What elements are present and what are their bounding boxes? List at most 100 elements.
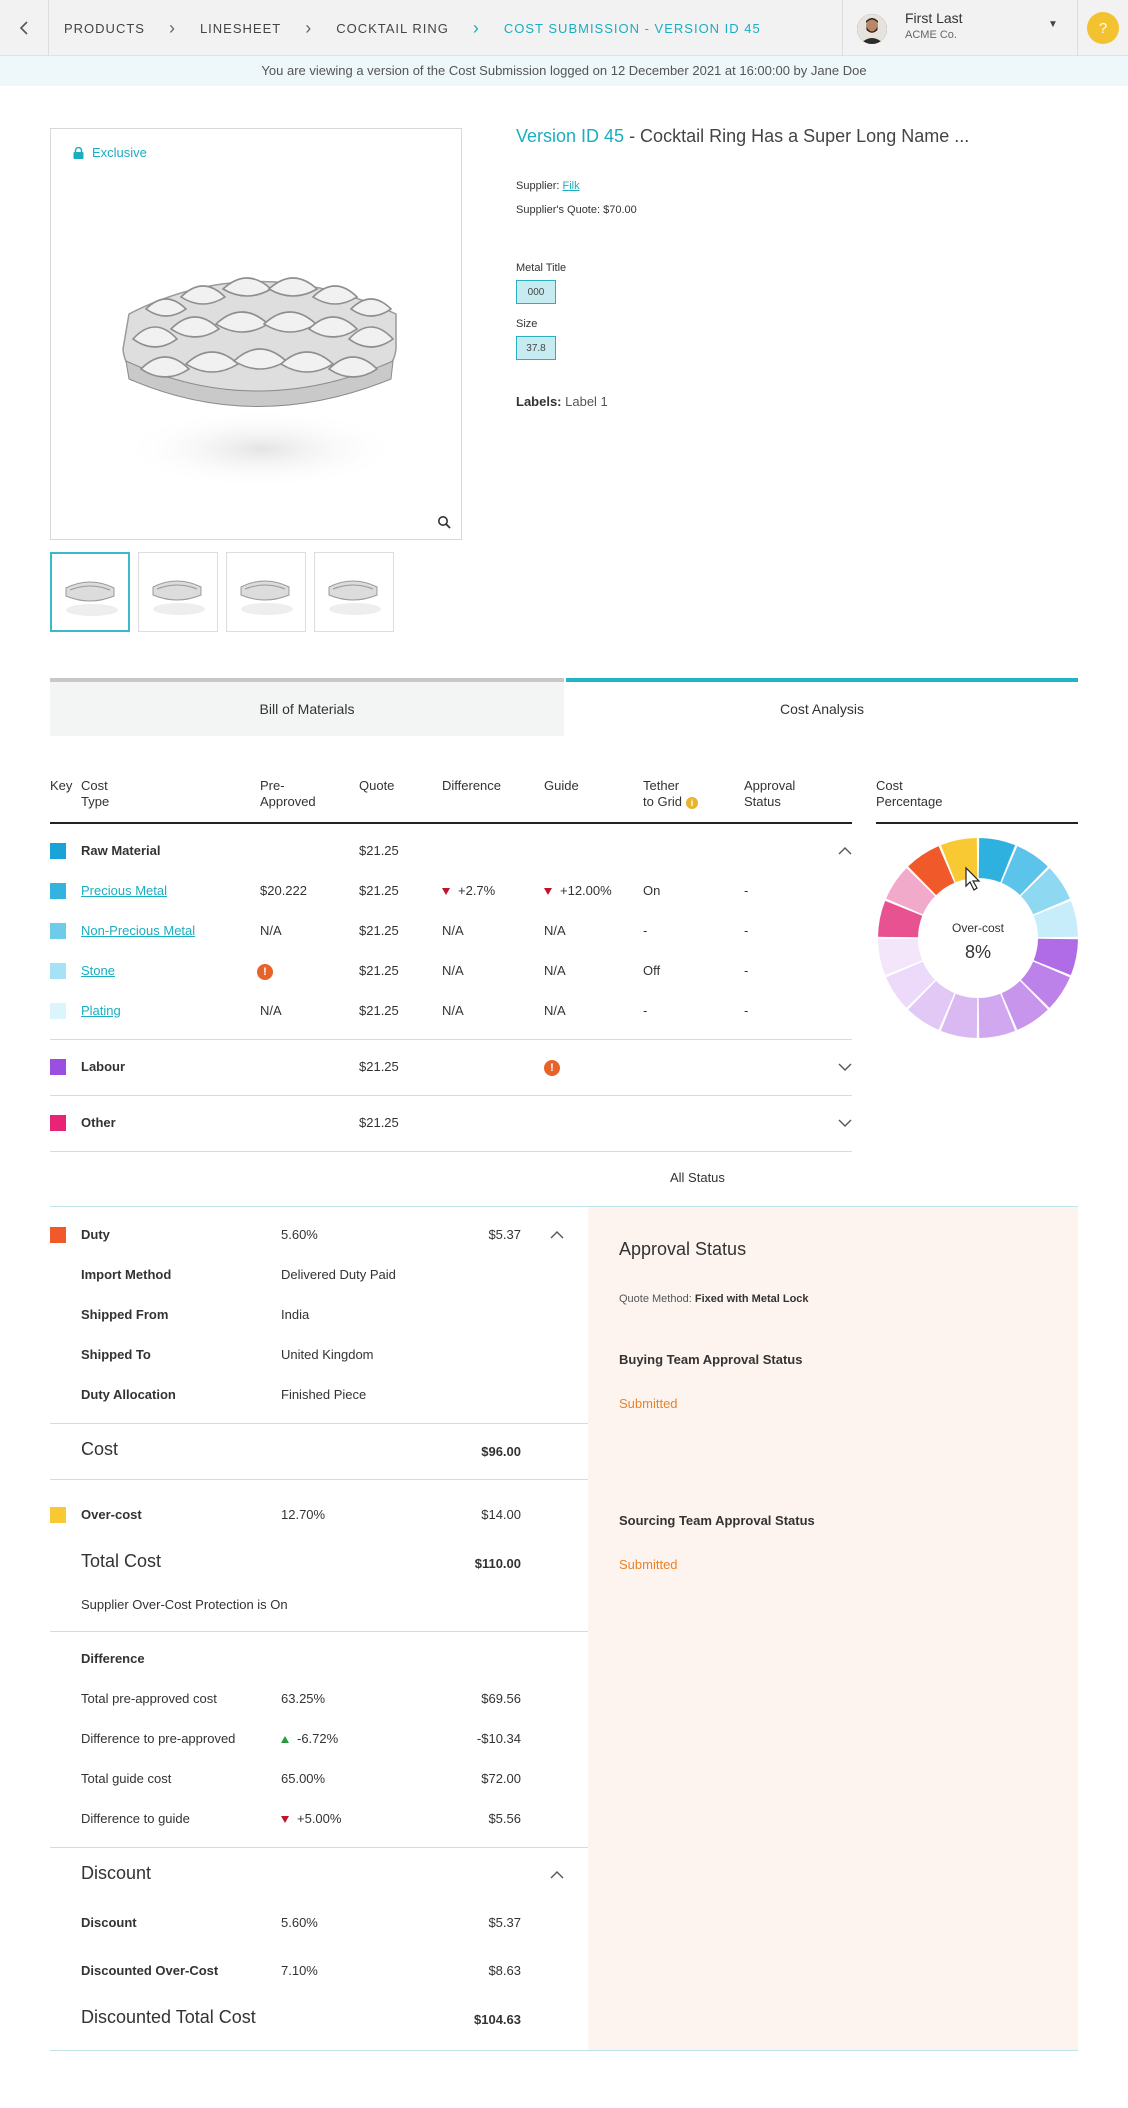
trend-down-icon <box>442 888 450 896</box>
donut-slice[interactable] <box>886 868 936 915</box>
discount-title: Discount <box>81 1863 152 1883</box>
stone-tether: Off <box>643 963 661 978</box>
over-cost-protection-note: Supplier Over-Cost Protection is On <box>81 1597 288 1612</box>
header-guide: Guide <box>544 778 579 793</box>
row-link-stone[interactable]: Stone <box>81 963 115 978</box>
key-swatch-precious-metal <box>50 883 66 899</box>
cost-value: $96.00 <box>481 1444 521 1459</box>
difference-row-percent-value: -6.72% <box>297 1731 339 1746</box>
header-cost-percentage: Cost Percentage <box>876 778 943 810</box>
row-link-plating[interactable]: Plating <box>81 1003 121 1018</box>
warning-icon[interactable]: ! <box>257 964 273 980</box>
precious-metal-quote: $21.25 <box>359 883 399 898</box>
cost-label: Cost <box>81 1439 119 1459</box>
breadcrumb-linesheet[interactable]: LINESHEET <box>199 20 282 36</box>
breadcrumb-cocktail-ring[interactable]: COCKTAIL RING <box>336 20 449 36</box>
donut-slice[interactable] <box>878 938 923 976</box>
breadcrumb-products[interactable]: PRODUCTS <box>64 20 145 36</box>
header-cost-type: Cost Type <box>81 778 109 810</box>
donut-slice[interactable] <box>978 993 1016 1038</box>
donut-slice[interactable] <box>908 846 955 896</box>
section-divider <box>50 1631 588 1632</box>
chevron-down-icon[interactable] <box>838 1062 852 1072</box>
sourcing-team-status: Submitted <box>619 1557 678 1572</box>
all-status-filter[interactable]: All Status <box>670 1170 725 1185</box>
duty-detail-value: United Kingdom <box>281 1347 374 1362</box>
row-divider <box>50 1095 852 1096</box>
warning-icon[interactable]: ! <box>544 1060 560 1076</box>
discounted-total-label: Discounted Total Cost <box>81 2007 256 2027</box>
row-link-precious-metal[interactable]: Precious Metal <box>81 883 167 898</box>
row-link-non-precious-metal[interactable]: Non-Precious Metal <box>81 923 196 938</box>
cost-percentage-divider <box>876 822 1078 824</box>
difference-title: Difference <box>81 1651 145 1666</box>
supplier-quote-label: Supplier's Quote: <box>516 204 601 216</box>
difference-row-value: $5.56 <box>488 1811 521 1826</box>
plating-guide: N/A <box>544 1003 566 1018</box>
stone-quote: $21.25 <box>359 963 399 978</box>
donut-slice[interactable] <box>978 838 1016 883</box>
help-button[interactable]: ? <box>1087 12 1119 44</box>
donut-slice[interactable] <box>1020 868 1070 915</box>
difference-row-label: Difference to pre-approved <box>81 1731 236 1746</box>
header-tether-line1: Tether <box>643 778 680 793</box>
buying-team-label: Buying Team Approval Status <box>619 1352 803 1367</box>
product-main-image[interactable]: Exclusive <box>50 128 462 540</box>
donut-slice[interactable] <box>1033 938 1078 976</box>
discount-row-percent: 7.10% <box>281 1963 318 1978</box>
plating-tether: - <box>643 1003 648 1018</box>
donut-center-label: Over-cost <box>952 921 1005 935</box>
ring-thumbnail <box>152 580 205 615</box>
stone-guide: N/A <box>544 963 566 978</box>
header-tether-line2: to Grid <box>643 794 683 809</box>
plating-approval: - <box>744 1003 749 1018</box>
donut-slice[interactable] <box>878 900 923 938</box>
thumbnail-1[interactable] <box>50 552 130 632</box>
thumbnail-4[interactable] <box>314 552 394 632</box>
info-icon[interactable]: i <box>686 796 699 809</box>
header-approval-line1: Approval <box>744 778 796 793</box>
donut-slice[interactable] <box>940 993 978 1038</box>
approval-status-panel <box>588 1207 1078 2050</box>
supplier-link[interactable]: Filk <box>562 180 580 192</box>
donut-slice[interactable] <box>1001 846 1048 896</box>
zoom-icon[interactable] <box>437 515 451 529</box>
supplier-quote-value: $70.00 <box>603 204 637 216</box>
row-label-raw-material: Raw Material <box>81 843 161 858</box>
tab-cost-analysis[interactable]: Cost Analysis <box>566 678 1078 736</box>
header-cp-line2: Percentage <box>876 794 943 809</box>
row-label-other: Other <box>81 1115 116 1130</box>
duty-detail-value: India <box>281 1307 310 1322</box>
chevron-up-icon[interactable] <box>838 846 852 856</box>
precious-metal-difference-value: +2.7% <box>458 883 496 898</box>
tab-bill-of-materials[interactable]: Bill of Materials <box>50 678 564 736</box>
donut-slice[interactable] <box>1001 980 1048 1030</box>
chevron-up-icon[interactable] <box>550 1870 564 1880</box>
key-swatch-labour <box>50 1059 66 1075</box>
labels-label: Labels: <box>516 394 562 409</box>
stone-difference: N/A <box>442 963 464 978</box>
metal-title-label: Metal Title <box>516 262 567 274</box>
quote-method-value: Fixed with Metal Lock <box>694 1293 809 1305</box>
duty-value: $5.37 <box>488 1227 521 1242</box>
thumbnail-3[interactable] <box>226 552 306 632</box>
supplier-quote-line: Supplier's Quote: $70.00 <box>516 204 637 216</box>
donut-slice[interactable] <box>908 980 955 1030</box>
back-button[interactable] <box>0 0 49 56</box>
difference-row-percent: -6.72% <box>281 1731 338 1746</box>
key-swatch-over-cost <box>50 1507 66 1523</box>
trend-down-icon <box>281 1816 289 1824</box>
stone-approval: - <box>744 963 749 978</box>
donut-slice[interactable] <box>886 961 936 1008</box>
breadcrumb-current: COST SUBMISSION - VERSION ID 45 <box>503 20 761 36</box>
header-pre-approved: Pre- Approved <box>260 778 316 810</box>
chevron-up-icon[interactable] <box>550 1230 564 1240</box>
chevron-down-icon[interactable] <box>838 1118 852 1128</box>
difference-row-percent-value: +5.00% <box>297 1811 342 1826</box>
user-menu[interactable]: First Last ACME Co. ▼ <box>842 0 1078 56</box>
donut-slice[interactable] <box>1020 961 1070 1008</box>
thumbnail-2[interactable] <box>138 552 218 632</box>
donut-slice[interactable] <box>1033 900 1078 938</box>
difference-row-label: Total pre-approved cost <box>81 1691 217 1706</box>
cost-percentage-donut-chart[interactable]: Over-cost 8% <box>876 836 1080 1040</box>
